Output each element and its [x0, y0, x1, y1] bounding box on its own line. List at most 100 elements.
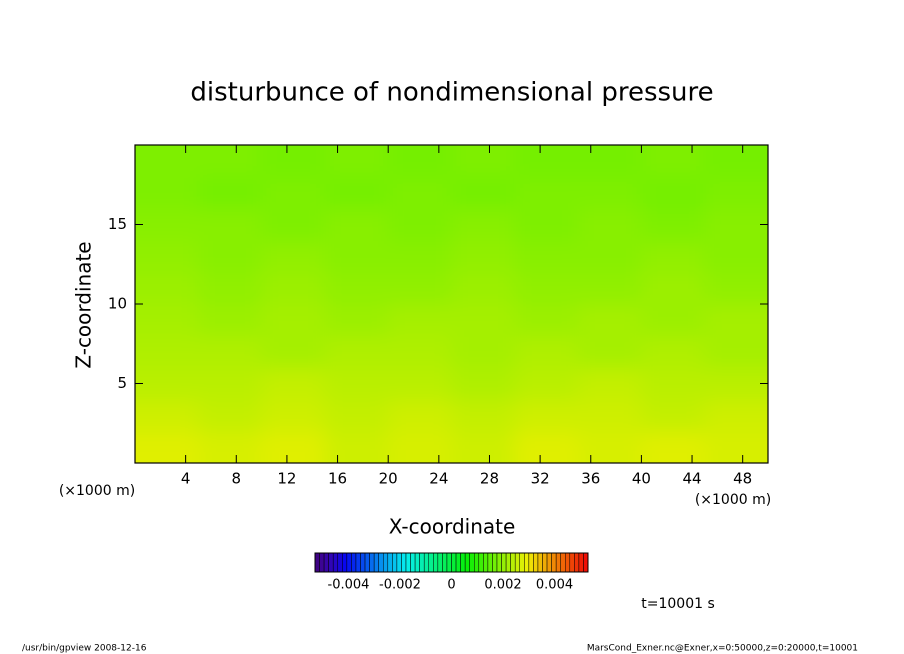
cell: [641, 399, 706, 432]
x-tick-label: 12: [277, 470, 296, 488]
cell: [198, 367, 263, 400]
colorbar-swatch: [551, 552, 557, 573]
colorbar-swatch: [446, 552, 452, 573]
colorbar-swatch: [423, 552, 430, 573]
y-tick-label: 15: [108, 215, 127, 233]
cell: [704, 399, 768, 432]
colorbar-swatch: [442, 552, 448, 573]
cell: [641, 304, 706, 337]
y-axis-label: Z-coordinate: [72, 241, 96, 368]
cell: [514, 367, 579, 400]
colorbar-swatch: [405, 552, 411, 573]
colorbar-swatch: [360, 552, 366, 573]
colorbar-swatch: [401, 552, 407, 573]
x-unit-label: (×1000 m): [695, 492, 771, 508]
cell: [641, 272, 706, 305]
colorbar-swatch: [387, 552, 393, 573]
cell: [324, 208, 389, 241]
cell: [451, 240, 516, 273]
cell: [198, 431, 263, 463]
colorbar-swatch: [533, 552, 539, 573]
colorbar-swatch: [419, 552, 425, 573]
colorbar-swatch: [337, 552, 343, 573]
colorbar-swatch: [569, 552, 575, 573]
cell: [704, 335, 768, 369]
cell: [578, 145, 642, 178]
cell: [261, 304, 326, 337]
footer-left: /usr/bin/gpview 2008-12-16: [22, 644, 147, 654]
cell: [135, 304, 199, 337]
cell: [388, 145, 452, 178]
cell: [641, 431, 706, 463]
x-tick-label: 44: [682, 470, 701, 488]
cell: [641, 176, 706, 210]
cell: [451, 367, 516, 400]
cell: [135, 367, 199, 400]
cell: [198, 399, 263, 432]
cell: [261, 145, 326, 178]
x-tick-label: 40: [632, 470, 651, 488]
colorbar-swatch: [546, 552, 552, 573]
colorbar-tick-label: 0: [447, 578, 455, 593]
cell: [704, 240, 768, 273]
colorbar-swatch: [469, 552, 475, 573]
colorbar-tick-label: -0.002: [379, 578, 421, 593]
field: [135, 145, 768, 463]
cell: [451, 399, 516, 432]
cell: [198, 304, 263, 337]
x-axis-label: X-coordinate: [389, 515, 516, 539]
colorbar-swatch: [342, 552, 348, 573]
cell: [135, 240, 199, 273]
colorbar-swatch: [574, 552, 580, 573]
colorbar-swatch: [501, 552, 507, 573]
colorbar-swatch: [487, 552, 493, 573]
colorbar-swatch: [528, 552, 534, 573]
cell: [578, 304, 642, 337]
cell: [704, 208, 768, 241]
cell: [451, 145, 516, 178]
cell: [388, 208, 452, 241]
colorbar-swatch: [314, 552, 320, 573]
cell: [451, 335, 516, 369]
cell: [324, 176, 389, 210]
cell: [198, 176, 263, 210]
colorbar-swatch: [451, 552, 457, 573]
cell: [451, 304, 516, 337]
colorbar-swatch: [583, 552, 589, 573]
cell: [514, 399, 579, 432]
cell: [135, 208, 199, 241]
colorbar-swatch: [505, 552, 511, 573]
cell: [704, 145, 768, 178]
colorbar-swatch: [378, 552, 384, 573]
cell: [261, 399, 326, 432]
cell: [324, 367, 389, 400]
cell: [578, 176, 642, 210]
colorbar-swatch: [323, 552, 329, 573]
cell: [388, 335, 452, 369]
cell: [388, 304, 452, 337]
cell: [578, 367, 642, 400]
colorbar-swatch: [555, 552, 561, 573]
cell: [388, 272, 452, 305]
cell: [704, 431, 768, 463]
cell: [198, 272, 263, 305]
cell: [578, 272, 642, 305]
cell: [578, 335, 642, 369]
y-tick-label: 5: [117, 374, 127, 392]
cell: [261, 208, 326, 241]
colorbar-swatch: [460, 552, 466, 573]
colorbar-swatch: [537, 552, 543, 573]
cell: [324, 304, 389, 337]
cell: [641, 145, 706, 178]
colorbar-swatch: [478, 552, 484, 573]
colorbar-swatch: [364, 552, 370, 573]
cell: [451, 272, 516, 305]
cell: [514, 208, 579, 241]
cell: [324, 399, 389, 432]
cell: [261, 367, 326, 400]
colorbar-swatch: [319, 552, 325, 573]
colorbar-swatch: [328, 552, 334, 573]
colorbar-swatch: [565, 552, 571, 573]
cell: [135, 399, 199, 432]
